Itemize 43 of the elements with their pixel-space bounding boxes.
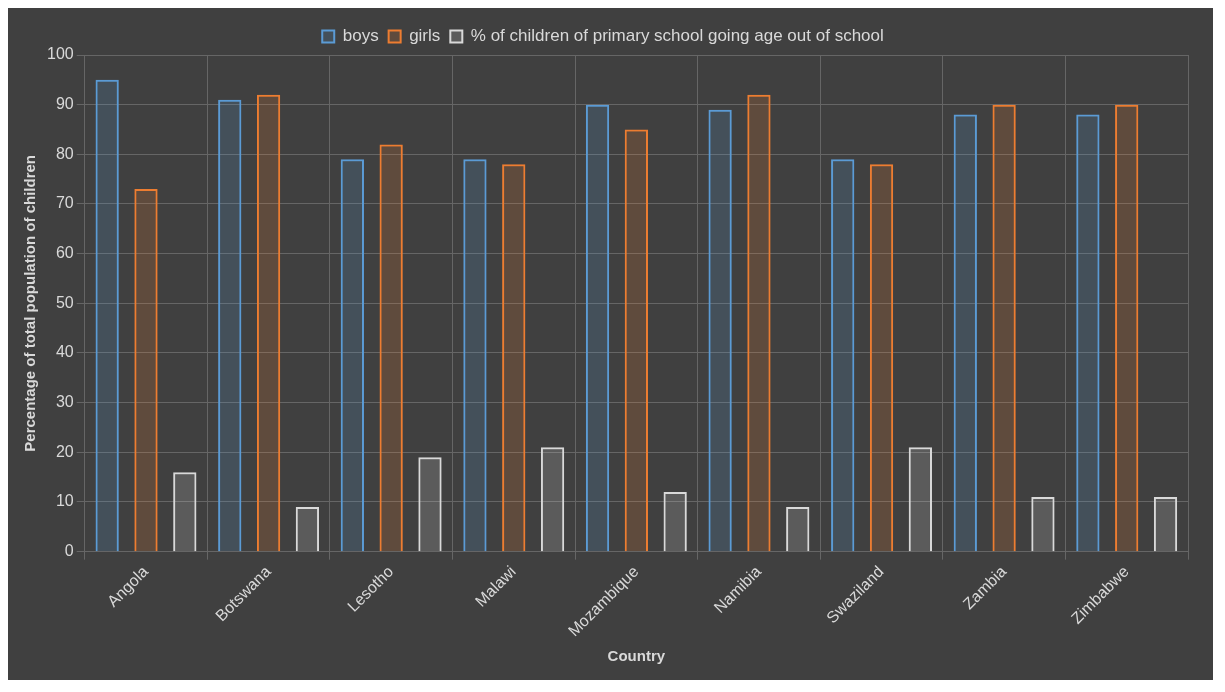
bar — [1076, 114, 1100, 552]
y-tick-label: 20 — [55, 442, 74, 460]
bar — [134, 189, 158, 552]
bar — [953, 114, 977, 552]
y-tick-label: 50 — [55, 293, 74, 311]
y-tick-label: 0 — [64, 542, 74, 560]
y-tick-label: 40 — [55, 343, 74, 361]
y-tick-label: 30 — [55, 393, 74, 411]
bar — [95, 79, 119, 552]
bar — [992, 104, 1016, 552]
bar — [463, 159, 487, 552]
bar — [908, 447, 932, 552]
bar — [340, 159, 364, 552]
bar — [708, 109, 732, 552]
bar — [1115, 104, 1139, 552]
y-tick-label: 10 — [55, 492, 74, 510]
y-tick-label: 70 — [55, 194, 74, 212]
y-tick-label: 90 — [55, 95, 74, 113]
bar — [663, 492, 687, 552]
y-tick-label: 80 — [55, 144, 74, 162]
bar — [418, 457, 442, 552]
legend-label: boys — [342, 26, 379, 46]
bar — [502, 164, 526, 552]
bar — [295, 506, 320, 552]
bar — [1031, 497, 1055, 552]
bar — [747, 94, 771, 552]
bar — [379, 144, 403, 552]
y-axis-title: Percentage of total population of children — [21, 154, 39, 452]
bar — [173, 472, 197, 552]
x-axis-title: Country — [607, 647, 666, 665]
bar — [831, 159, 855, 552]
bar — [786, 506, 810, 552]
y-tick-label: 60 — [55, 244, 74, 262]
y-tick-label: 100 — [46, 45, 74, 63]
bar — [256, 94, 281, 552]
legend-label: girls — [409, 26, 441, 46]
bar — [1153, 497, 1178, 552]
legend-label: % of children of primary school going age out of school — [470, 26, 884, 46]
bar — [869, 164, 894, 552]
bar — [540, 447, 565, 552]
bar — [218, 99, 242, 552]
bar — [585, 104, 610, 552]
bar — [624, 129, 648, 552]
